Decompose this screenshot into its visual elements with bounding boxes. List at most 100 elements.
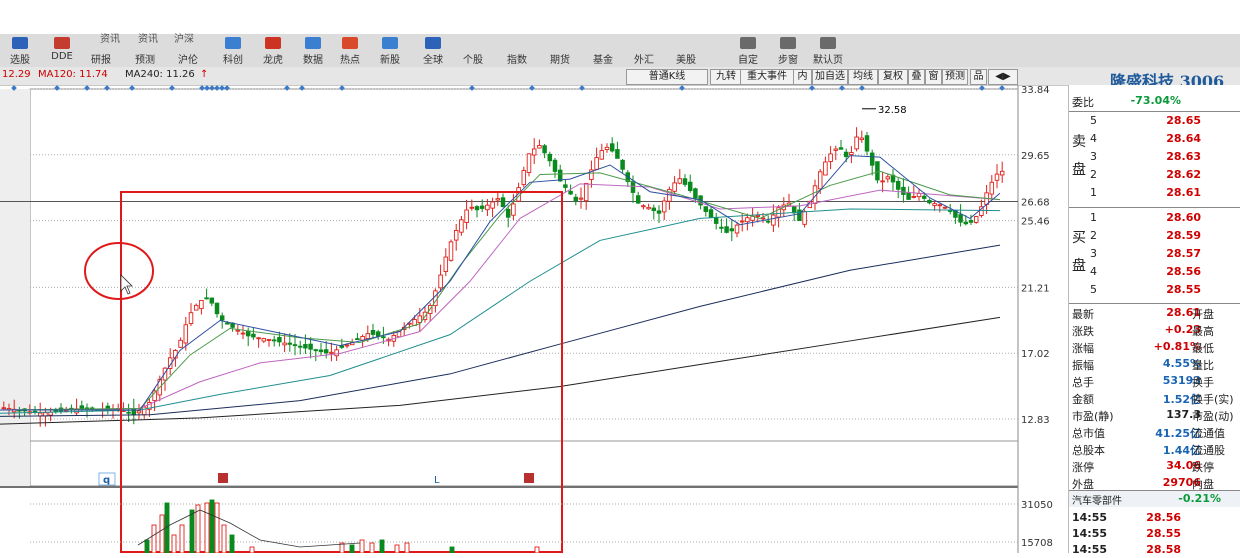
stat-label: 金额 (1072, 393, 1094, 406)
toolbar-item-11[interactable]: 个股 (455, 34, 491, 67)
chart-tool-6[interactable]: 复权 (878, 69, 908, 85)
toolbar-item-10[interactable]: 全球 (415, 34, 451, 67)
candle-body (620, 159, 625, 170)
candle-body (251, 333, 256, 338)
candle-body (729, 228, 735, 232)
toolbar-item-18[interactable]: 步窗 (770, 34, 806, 67)
toolbar-item-8[interactable]: 热点 (332, 34, 368, 67)
stat-value: 1.52亿 (1162, 393, 1201, 406)
toolbar-item-0[interactable]: 选股 (2, 34, 38, 67)
ma20-line (0, 170, 1001, 411)
tick-time: 14:55 (1072, 511, 1108, 524)
chart-tool-9[interactable]: 预测 (942, 69, 968, 85)
stat-row: 最新 28.61 开盘 (1069, 305, 1240, 321)
toolbar-item-1[interactable]: DDE (44, 34, 80, 67)
left-strip (0, 89, 30, 486)
buy-level-2[interactable]: 2 28.59 (1069, 228, 1240, 244)
tick-row: 14:55 28.58 (1069, 542, 1240, 558)
candle-body (578, 197, 584, 200)
ma120-value: MA120: 11.74 (38, 69, 108, 80)
buy-level-4[interactable]: 4 28.56 (1069, 264, 1240, 280)
buy-level-1[interactable]: 1 28.60 (1069, 210, 1240, 226)
stat-label-2: 市盈(动) (1192, 410, 1234, 423)
stat-label: 涨跌 (1072, 325, 1094, 338)
toolbar-label: 美股 (676, 55, 696, 66)
sell-side-label: 卖盘 (1072, 134, 1086, 178)
toolbar-item-19[interactable]: 默认页 (810, 34, 846, 67)
toolbar-item-15[interactable]: 外汇 (626, 34, 662, 67)
volume-bar (209, 499, 215, 553)
chart-tool-0[interactable]: 普通K线 (626, 69, 708, 85)
chart-tool-3[interactable]: 内 (793, 69, 812, 85)
candle-body (459, 219, 464, 233)
toolbar-item-13[interactable]: 期货 (542, 34, 578, 67)
buy-level-5[interactable]: 5 28.55 (1069, 282, 1240, 298)
candle-body (968, 220, 974, 223)
candle-body (344, 344, 350, 347)
volume-bar (179, 524, 185, 553)
sell-level-3[interactable]: 3 28.63 (1069, 149, 1240, 165)
candle-body (500, 197, 506, 208)
candle-body (677, 178, 683, 184)
toolbar-item-12[interactable]: 指数 (499, 34, 535, 67)
toolbar-item-17[interactable]: 自定 (730, 34, 766, 67)
candle-body (630, 180, 636, 193)
toolbar-item-7[interactable]: 数据 (295, 34, 331, 67)
candle-body (552, 159, 558, 172)
chart-tool-7[interactable]: 叠 (908, 69, 925, 85)
candle-body (973, 216, 979, 223)
chart-tool-4[interactable]: 加自选 (812, 69, 848, 85)
candle-body (755, 214, 761, 217)
sector-row[interactable]: 汽车零部件 -0.21% (1069, 491, 1240, 507)
toolbar-item-9[interactable]: 新股 (372, 34, 408, 67)
candle-body (339, 345, 345, 348)
candle-body (693, 188, 698, 199)
candle-body (885, 176, 891, 180)
volume-bar (189, 509, 195, 553)
chart-tool-10[interactable]: 品 (970, 69, 987, 85)
buy-level-3[interactable]: 3 28.57 (1069, 246, 1240, 262)
sell-level-4[interactable]: 4 28.64 (1069, 131, 1240, 147)
toolbar-item-3[interactable]: 预测 (127, 34, 163, 67)
candle-body (474, 206, 480, 211)
toolbar-item-16[interactable]: 美股 (668, 34, 704, 67)
stat-label: 总股本 (1072, 444, 1105, 457)
candle-body (999, 170, 1005, 176)
candle-body (365, 333, 371, 340)
stat-row: 涨跌 +0.23 最高 (1069, 322, 1240, 338)
kline-chart[interactable]: 33.84 29.65 26.68 25.46 21.21 17.02 12.83 32.58… (0, 85, 1068, 553)
custom-icon (740, 37, 756, 49)
toolbar-item-5[interactable]: 科创 (215, 34, 251, 67)
marker-q: q (103, 475, 110, 486)
chart-tool-2[interactable]: 重大事件 (740, 69, 794, 85)
toolbar-top-label: 沪深 (174, 34, 194, 45)
highlight-circle (84, 242, 154, 300)
ma240-line (0, 316, 1001, 425)
candle-body (147, 401, 152, 410)
chart-tool-11[interactable]: ◀▶ (988, 69, 1018, 85)
sector-change: -0.21% (1178, 492, 1221, 505)
sell-level-5[interactable]: 5 28.65 (1069, 113, 1240, 129)
sell-level-2[interactable]: 2 28.62 (1069, 167, 1240, 183)
toolbar-label: 数据 (303, 55, 323, 66)
candle-body (1, 407, 7, 410)
chart-tool-5[interactable]: 均线 (848, 69, 878, 85)
candle-body (370, 329, 376, 335)
candle-body (817, 171, 823, 190)
toolbar-item-6[interactable]: 龙虎 (255, 34, 291, 67)
level-price: 28.65 (1166, 114, 1201, 127)
sell-level-1[interactable]: 1 28.61 (1069, 185, 1240, 201)
candle-body (334, 349, 339, 357)
toolbar-spacer (465, 37, 481, 49)
toolbar-item-4[interactable]: 沪伦 (170, 34, 206, 67)
candle-body (329, 351, 334, 354)
toolbar-item-2[interactable]: 研报 (83, 34, 119, 67)
candle-body (271, 339, 277, 342)
chart-tool-8[interactable]: 窗 (925, 69, 942, 85)
candle-body (958, 214, 963, 223)
chart-tool-1[interactable]: 九转 (710, 69, 742, 85)
stat-row: 外盘 29706 内盘 (1069, 475, 1240, 491)
stat-value: 137.3 (1166, 408, 1201, 421)
toolbar-item-14[interactable]: 基金 (585, 34, 621, 67)
candle-body (823, 161, 828, 176)
